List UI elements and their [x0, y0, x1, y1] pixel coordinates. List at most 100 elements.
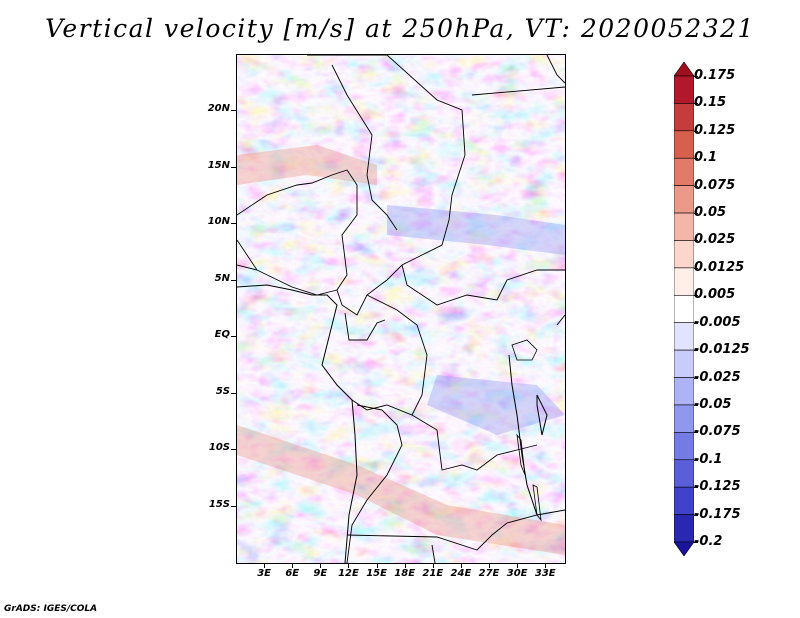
colorbar-swatch [673, 212, 695, 241]
colorbar-tick [694, 295, 698, 297]
lon-tick-mark [404, 563, 406, 568]
lat-tick-mark [231, 110, 236, 112]
colorbar-tick [694, 404, 698, 406]
lat-tick-mark [231, 166, 236, 168]
lat-tick-mark [231, 336, 236, 338]
lat-tick-label: 10S [208, 442, 230, 454]
lat-tick-mark [231, 392, 236, 394]
lon-tick-mark [432, 563, 434, 568]
colorbar-level-label: -0.05 [694, 396, 732, 412]
lat-tick-label: 15S [208, 498, 230, 510]
colorbar-swatch [673, 240, 695, 269]
credit-label: GrADS: IGES/COLA [4, 604, 98, 614]
lon-tick-label: 30E [506, 568, 528, 579]
colorbar-level-label: 0.075 [694, 177, 736, 193]
colorbar-level-label: -0.1 [694, 451, 723, 467]
colorbar-swatch [673, 75, 695, 104]
colorbar-level-label: 0.125 [694, 122, 736, 138]
colorbar-swatch [673, 541, 695, 557]
lon-tick-label: 6E [285, 568, 300, 579]
colorbar-swatch [673, 432, 695, 461]
lon-tick-label: 15E [366, 568, 387, 579]
lon-tick-label: 24E [450, 568, 472, 579]
colorbar-swatch [673, 103, 695, 132]
colorbar-swatch [673, 185, 695, 214]
colorbar-swatch [673, 404, 695, 433]
chart-title: Vertical velocity [m/s] at 250hPa, VT: 2… [45, 14, 755, 43]
lon-tick-mark [348, 563, 350, 568]
colorbar-level-label: -0.005 [694, 314, 741, 330]
colorbar-swatch [673, 349, 695, 378]
lon-tick-label: 9E [313, 568, 328, 579]
colorbar-level-label: -0.125 [694, 479, 741, 495]
velocity-field-detail [237, 55, 565, 563]
colorbar-level-label: -0.075 [694, 424, 741, 440]
lat-tick-label: EQ [214, 329, 230, 341]
lon-tick-mark [376, 563, 378, 568]
lon-tick-label: 3E [257, 568, 271, 579]
colorbar-tick [694, 267, 698, 269]
colorbar-swatch [673, 294, 695, 324]
lat-tick-label: 20N [207, 103, 230, 115]
colorbar-tick [694, 185, 698, 187]
lon-tick-mark [545, 563, 547, 568]
lon-tick-mark [489, 563, 491, 568]
lon-tick-mark [517, 563, 519, 568]
colorbar-tick [694, 377, 698, 379]
field-bands [237, 145, 565, 555]
lon-tick-mark [460, 563, 462, 568]
colorbar-swatch [673, 130, 695, 159]
colorbar-tick [694, 103, 698, 105]
colorbar-tick [694, 76, 698, 77]
lon-tick-label: 33E [534, 568, 556, 579]
colorbar-swatch [673, 486, 695, 515]
colorbar-level-label: 0.175 [694, 68, 736, 83]
colorbar-swatch [673, 459, 695, 488]
colorbar-level-label: 0.05 [694, 205, 727, 221]
lat-tick-mark [231, 223, 236, 225]
country-borders [237, 55, 565, 563]
colorbar-level-label: -0.025 [694, 369, 741, 385]
lon-tick-label: 27E [478, 568, 500, 579]
lon-tick-label: 18E [394, 568, 416, 579]
lat-tick-label: 5N [214, 272, 230, 284]
colorbar-swatch [673, 157, 695, 186]
lon-tick-mark [292, 563, 294, 568]
colorbar-level-label: -0.0125 [694, 342, 750, 358]
lat-tick-mark [231, 449, 236, 451]
map-plot-area [236, 54, 566, 564]
colorbar-level-label: 0.15 [694, 95, 727, 111]
lat-tick-mark [231, 279, 236, 281]
colorbar-tick [694, 322, 698, 324]
colorbar-level-label: -0.175 [694, 506, 741, 522]
colorbar-swatch [673, 322, 695, 351]
colorbar-swatch [673, 514, 695, 543]
colorbar-level-label: -0.2 [694, 534, 723, 549]
colorbar-tick [694, 487, 698, 489]
colorbar-tick [694, 432, 698, 434]
colorbar-swatch [673, 267, 695, 296]
coastline [237, 284, 565, 563]
lon-tick-label: 12E [338, 568, 359, 579]
colorbar-level-label: 0.025 [694, 232, 736, 248]
colorbar-swatch [673, 377, 695, 406]
colorbar-tick [694, 459, 698, 461]
lat-tick-label: 10N [207, 216, 230, 228]
colorbar-tick [694, 130, 698, 132]
lat-tick-mark [231, 505, 236, 507]
lon-tick-label: 21E [422, 568, 444, 579]
lakes [511, 339, 542, 522]
colorbar-level-label: 0.005 [694, 287, 736, 303]
colorbar-tick [694, 542, 698, 543]
colorbar-level-label: 0.1 [694, 150, 718, 166]
colorbar-tick [694, 514, 698, 516]
lon-tick-mark [264, 563, 266, 568]
lat-tick-label: 5S [215, 385, 230, 397]
colorbar-swatch [673, 61, 695, 77]
colorbar-tick [694, 350, 698, 352]
lon-tick-mark [320, 563, 322, 568]
colorbar-tick [694, 240, 698, 242]
colorbar-level-label: 0.0125 [694, 259, 745, 275]
lat-tick-label: 15N [207, 159, 230, 171]
colorbar-tick [694, 158, 698, 160]
